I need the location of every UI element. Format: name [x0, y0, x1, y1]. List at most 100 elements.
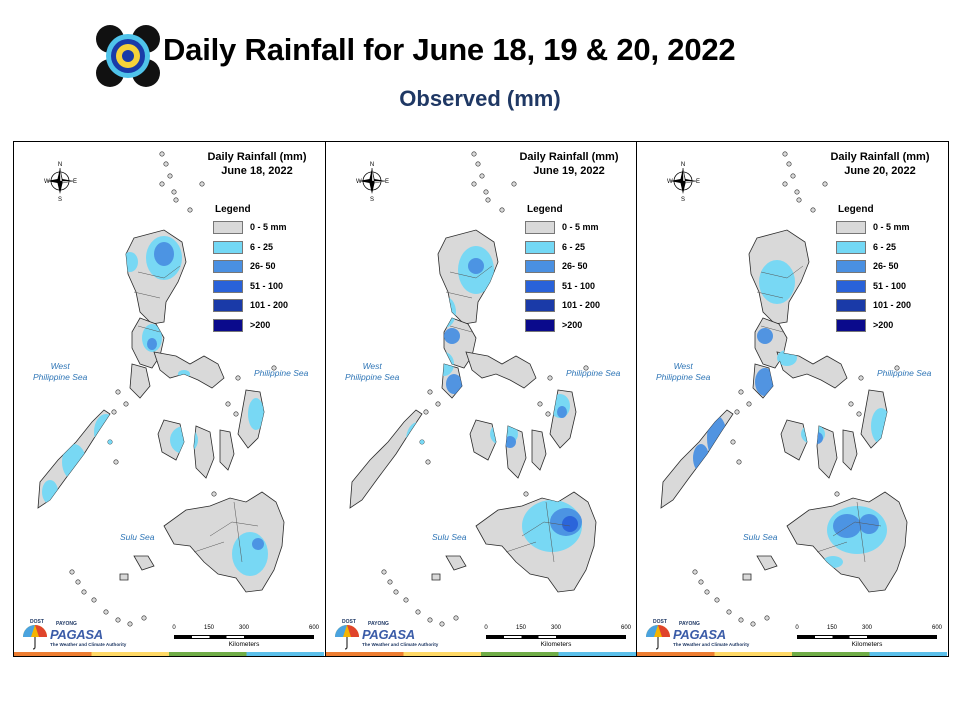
- scale-tick-label: 600: [308, 625, 320, 631]
- legend-swatch: [213, 221, 243, 234]
- sea-label-philippine-sea: Philippine Sea: [254, 368, 309, 378]
- map-title: Daily Rainfall (mm) June 18, 2022: [182, 150, 324, 178]
- legend-label: 26- 50: [873, 261, 899, 271]
- legend-item: 6 - 25: [525, 240, 585, 261]
- legend-label: 101 - 200: [873, 300, 912, 310]
- scale-tick-label: 600: [620, 625, 632, 631]
- legend-title: Legend: [527, 204, 563, 215]
- legend-swatch: [836, 240, 866, 254]
- sea-label-line: West: [362, 361, 382, 371]
- legend-item: 6 - 25: [213, 240, 273, 261]
- legend-swatch: [836, 299, 866, 312]
- map-date: June 19, 2022: [533, 165, 605, 177]
- legend-label: 51 - 100: [873, 280, 907, 291]
- legend-item: >200: [525, 318, 582, 339]
- color-stripe: [14, 652, 324, 656]
- legend-label: 6 - 25: [873, 241, 897, 252]
- svg-text:S: S: [370, 197, 374, 202]
- svg-text:W: W: [667, 179, 673, 185]
- sea-label-line: Philippine Sea: [33, 372, 88, 382]
- legend-item: 6 - 25: [836, 240, 896, 261]
- legend-label: >200: [873, 319, 894, 330]
- svg-text:S: S: [58, 197, 62, 202]
- legend-swatch: [836, 221, 866, 234]
- compass-icon: N S W E: [42, 160, 78, 203]
- legend-item: 101 - 200: [836, 299, 911, 319]
- legend-label: 0 - 5 mm: [250, 222, 287, 232]
- legend-item: 0 - 5 mm: [836, 221, 910, 241]
- svg-text:W: W: [356, 179, 362, 185]
- philippines-map: [349, 151, 597, 627]
- sea-label-line: West: [50, 361, 70, 371]
- sea-label-line: Philippine Sea: [656, 372, 711, 382]
- legend-label: 101 - 200: [562, 300, 601, 310]
- map-title: Daily Rainfall (mm) June 19, 2022: [494, 150, 636, 178]
- svg-text:N: N: [681, 162, 685, 168]
- svg-text:N: N: [58, 162, 62, 168]
- legend-item: 26- 50: [213, 260, 276, 280]
- legend-item: 0 - 5 mm: [213, 221, 287, 241]
- legend-swatch: [836, 279, 866, 293]
- legend-swatch: [213, 299, 243, 312]
- legend-item: 26- 50: [525, 260, 588, 280]
- brand-dost: DOST: [653, 619, 667, 625]
- svg-text:E: E: [696, 179, 700, 185]
- legend-swatch: [213, 318, 243, 332]
- scale-bar-graphic: [174, 635, 314, 639]
- brand-tagline: The Weather and Climate Authority: [673, 642, 750, 647]
- brand-payong: PAYONG: [679, 621, 700, 627]
- map-panels: Daily Rainfall (mm) June 18, 2022 N S W E Lege…: [13, 141, 949, 657]
- scale-tick-label: 150: [203, 625, 215, 631]
- pagasa-logo: DOST PAYONG PAGASA The Weather and Climate …: [20, 618, 140, 652]
- scale-tick-label: 300: [238, 625, 250, 631]
- brand-payong: PAYONG: [368, 621, 389, 627]
- map-panel-3: Daily Rainfall (mm) June 20, 2022 N S W E Lege…: [636, 142, 947, 656]
- pagasa-seal-icon: [96, 25, 160, 87]
- page-title: Daily Rainfall for June 18, 19 & 20, 202…: [163, 32, 736, 67]
- legend-swatch: [213, 279, 243, 293]
- pagasa-logo: DOST PAYONG PAGASA The Weather and Climate …: [332, 618, 452, 652]
- scale-unit: Kilometers: [540, 641, 572, 648]
- legend-item: 51 - 100: [213, 279, 283, 300]
- legend-swatch: [525, 279, 555, 293]
- map-date: June 20, 2022: [844, 165, 916, 177]
- map-title-text: Daily Rainfall (mm): [207, 151, 307, 163]
- compass-icon: N S W E: [354, 160, 390, 203]
- page-subtitle: Observed (mm): [399, 86, 561, 111]
- scale-tick-label: 0: [484, 625, 488, 631]
- legend-item: >200: [836, 318, 893, 339]
- brand-tagline: The Weather and Climate Authority: [50, 642, 127, 647]
- color-stripe: [326, 652, 636, 656]
- scale-unit: Kilometers: [851, 641, 883, 648]
- scale-tick-label: 0: [172, 625, 176, 631]
- legend-item: 101 - 200: [213, 299, 288, 319]
- legend-label: >200: [562, 319, 583, 330]
- legend-swatch: [836, 260, 866, 273]
- sea-label-philippine-sea: Philippine Sea: [877, 368, 932, 378]
- legend: Legend 0 - 5 mm 6 - 25 26- 50 51 - 100 101 - …: [525, 204, 600, 339]
- pagasa-logo: DOST PAYONG PAGASA The Weather and Climate …: [643, 618, 763, 652]
- map-panel-1: Daily Rainfall (mm) June 18, 2022 N S W E Lege…: [14, 142, 324, 656]
- philippines-map: [660, 151, 908, 627]
- brand-name: PAGASA: [362, 627, 415, 642]
- legend-swatch: [213, 240, 243, 254]
- scale-tick-label: 150: [515, 625, 527, 631]
- sea-label-west-philippine-sea: West Philippine Sea: [345, 361, 399, 383]
- legend-title: Legend: [215, 204, 251, 215]
- legend: Legend 0 - 5 mm 6 - 25 26- 50 51 - 100 101 - …: [213, 204, 288, 338]
- legend-label: 6 - 25: [562, 241, 586, 252]
- legend-label: 6 - 25: [250, 241, 274, 252]
- legend-swatch: [525, 221, 555, 234]
- legend-label: 26- 50: [250, 261, 276, 271]
- legend-item: 0 - 5 mm: [525, 221, 599, 241]
- legend-item: 51 - 100: [836, 279, 906, 300]
- sea-label-line: Philippine Sea: [345, 372, 400, 382]
- brand-name: PAGASA: [50, 627, 103, 642]
- scale-bar: 0 150 300 600 Kilometers: [795, 622, 942, 654]
- scale-tick-label: 150: [826, 625, 838, 631]
- map-title: Daily Rainfall (mm) June 20, 2022: [805, 150, 947, 178]
- legend-swatch: [525, 318, 555, 332]
- map-title-text: Daily Rainfall (mm): [830, 151, 930, 163]
- color-stripe: [637, 652, 947, 656]
- legend-item: 51 - 100: [525, 279, 595, 300]
